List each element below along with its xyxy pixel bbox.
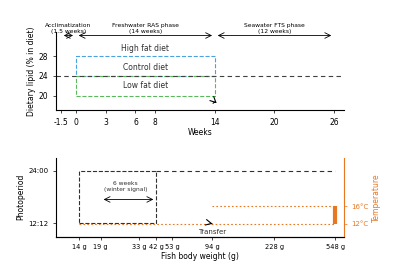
Text: Freshwater RAS phase
(14 weeks): Freshwater RAS phase (14 weeks) (112, 23, 179, 33)
Text: Acclimatization
(1.5 weeks): Acclimatization (1.5 weeks) (45, 23, 92, 33)
Y-axis label: Photoperiod: Photoperiod (16, 174, 26, 220)
Y-axis label: Dietary lipid (% in diet): Dietary lipid (% in diet) (27, 26, 36, 116)
Text: Transfer: Transfer (198, 229, 226, 235)
Text: Low fat diet: Low fat diet (123, 81, 168, 90)
Text: 6 weeks
(winter signal): 6 weeks (winter signal) (104, 181, 147, 192)
X-axis label: Weeks: Weeks (188, 129, 212, 138)
Bar (76, 76, 215, 96)
Text: High fat diet: High fat diet (121, 44, 169, 53)
X-axis label: Fish body weight (g): Fish body weight (g) (161, 252, 239, 261)
Bar (80, 171, 156, 223)
Text: Seawater FTS phase
(12 weeks): Seawater FTS phase (12 weeks) (244, 23, 305, 33)
Bar (76, 56, 215, 76)
Y-axis label: Temperature: Temperature (372, 173, 381, 221)
Text: Control diet: Control diet (123, 63, 168, 72)
